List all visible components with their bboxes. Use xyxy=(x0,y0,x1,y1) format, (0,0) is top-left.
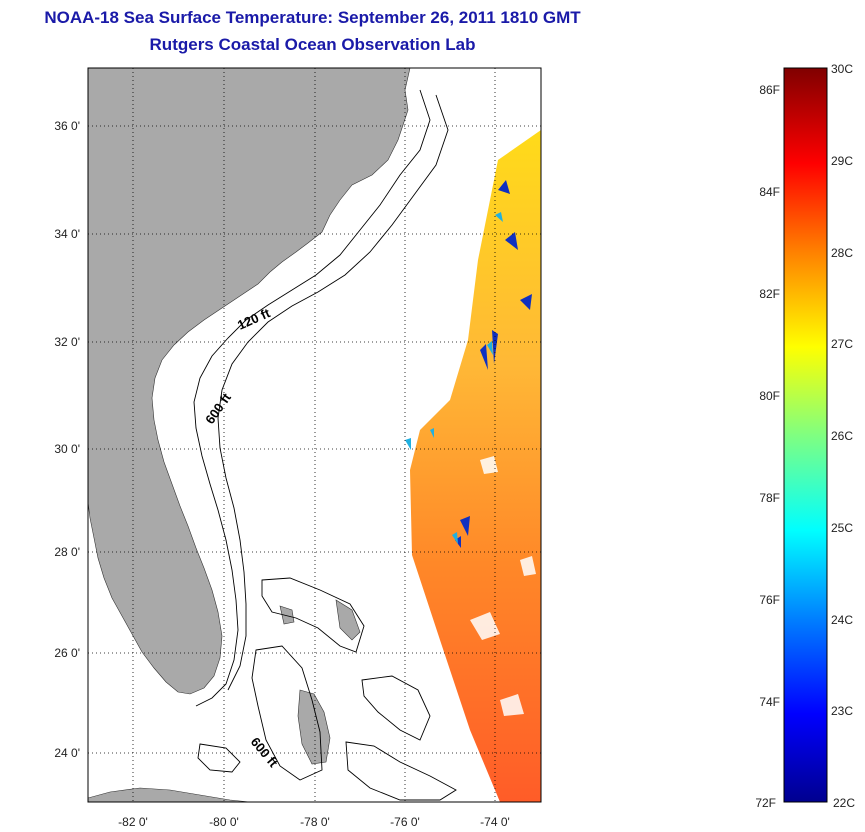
lat-axis: 36 0' 34 0' 32 0' 30 0' 28 0' 26 0' 24 0… xyxy=(54,119,80,760)
lat-tick-36: 36 0' xyxy=(54,119,80,133)
map-subtitle: Rutgers Coastal Ocean Observation Lab xyxy=(149,35,476,54)
cb-c-23: 23C xyxy=(831,704,853,718)
cb-c-29: 29C xyxy=(831,154,853,168)
us-landmass xyxy=(88,68,411,695)
lat-tick-24: 24 0' xyxy=(54,746,80,760)
map-title: NOAA-18 Sea Surface Temperature: Septemb… xyxy=(44,8,581,27)
lon-axis: -82 0' -80 0' -78 0' -76 0' -74 0' xyxy=(118,815,510,829)
lat-tick-34: 34 0' xyxy=(54,227,80,241)
lon-tick-82: -82 0' xyxy=(118,815,148,829)
cb-c-27: 27C xyxy=(831,337,853,351)
depth-contours xyxy=(193,89,457,801)
sst-swath xyxy=(405,130,541,802)
cb-f-78: 78F xyxy=(759,491,780,505)
cb-c-28: 28C xyxy=(831,246,853,260)
cb-c-25: 25C xyxy=(831,521,853,535)
colorbar: 30C 29C 28C 27C 26C 25C 24C 23C 22C 86F … xyxy=(755,62,855,810)
cb-c-26: 26C xyxy=(831,429,853,443)
lat-tick-28: 28 0' xyxy=(54,545,80,559)
colorbar-gradient xyxy=(783,67,828,803)
cb-f-86: 86F xyxy=(759,83,780,97)
map-border xyxy=(87,67,542,803)
lat-tick-32: 32 0' xyxy=(54,335,80,349)
bahamas-islands xyxy=(279,599,361,765)
cb-f-80: 80F xyxy=(759,389,780,403)
lon-tick-80: -80 0' xyxy=(209,815,239,829)
lat-tick-30: 30 0' xyxy=(54,442,80,456)
cb-c-22: 22C xyxy=(833,796,855,810)
lon-tick-78: -78 0' xyxy=(300,815,330,829)
cb-c-24: 24C xyxy=(831,613,853,627)
cb-f-76: 76F xyxy=(759,593,780,607)
cuba-landmass xyxy=(88,787,251,802)
cb-f-72: 72F xyxy=(755,796,776,810)
cb-f-74: 74F xyxy=(759,695,780,709)
lat-tick-26: 26 0' xyxy=(54,646,80,660)
lon-tick-76: -76 0' xyxy=(390,815,420,829)
cb-f-84: 84F xyxy=(759,185,780,199)
cb-f-82: 82F xyxy=(759,287,780,301)
cb-c-30: 30C xyxy=(831,62,853,76)
lon-tick-74: -74 0' xyxy=(480,815,510,829)
